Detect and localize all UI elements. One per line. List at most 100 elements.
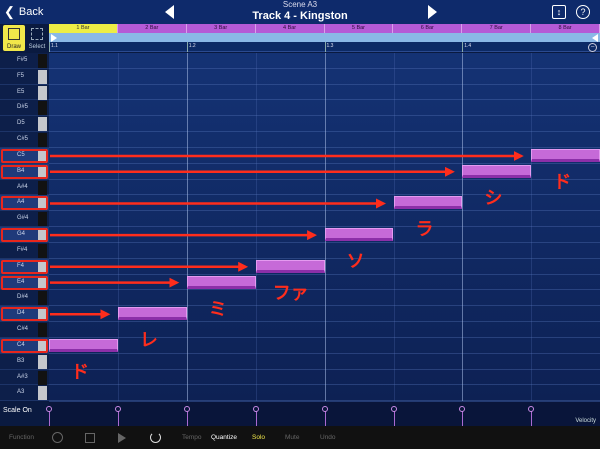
key-row[interactable]: F#4 bbox=[0, 243, 49, 259]
key-row[interactable]: E5 bbox=[0, 85, 49, 101]
velocity-handle[interactable] bbox=[459, 406, 466, 412]
bar-ruler-cell[interactable]: 2 Bar bbox=[117, 24, 187, 33]
velocity-bar[interactable] bbox=[255, 409, 257, 427]
key-row[interactable]: A3 bbox=[0, 385, 49, 402]
velocity-handle[interactable] bbox=[390, 406, 397, 412]
key-row[interactable]: E4 bbox=[0, 274, 49, 291]
black-key[interactable] bbox=[38, 291, 47, 306]
white-key[interactable] bbox=[38, 85, 47, 100]
white-key[interactable] bbox=[38, 307, 47, 322]
velocity-handle[interactable] bbox=[321, 406, 328, 412]
solo-button[interactable]: Solo bbox=[252, 434, 266, 441]
function-button[interactable]: Function bbox=[9, 434, 34, 441]
midi-note[interactable] bbox=[531, 148, 600, 162]
white-key[interactable] bbox=[38, 164, 47, 179]
key-row[interactable]: A4 bbox=[0, 195, 49, 212]
key-row[interactable]: D#5 bbox=[0, 100, 49, 117]
key-row[interactable]: C#4 bbox=[0, 322, 49, 338]
key-row[interactable]: D#4 bbox=[0, 290, 49, 307]
back-button[interactable]: ❮ Back bbox=[4, 4, 43, 20]
midi-note[interactable] bbox=[117, 307, 187, 321]
key-row[interactable]: F4 bbox=[0, 258, 49, 275]
white-key[interactable] bbox=[38, 148, 47, 163]
black-key[interactable] bbox=[38, 101, 47, 116]
black-key[interactable] bbox=[38, 212, 47, 227]
velocity-lane[interactable]: Velocity bbox=[46, 401, 600, 427]
key-row[interactable]: G#4 bbox=[0, 211, 49, 228]
quantize-button[interactable]: Quantize bbox=[211, 434, 238, 441]
midi-note[interactable] bbox=[393, 196, 463, 210]
bar-ruler-cell[interactable]: 7 Bar bbox=[462, 24, 532, 33]
black-key[interactable] bbox=[38, 54, 47, 68]
beat-ruler[interactable]: 1.1 1.2 1.3 1.4 bbox=[49, 42, 600, 52]
white-key[interactable] bbox=[38, 386, 47, 401]
white-key[interactable] bbox=[38, 354, 47, 369]
note-grid[interactable] bbox=[49, 53, 600, 402]
key-row[interactable]: B3 bbox=[0, 354, 49, 370]
velocity-bar[interactable] bbox=[531, 409, 533, 427]
loop-start-handle-icon[interactable] bbox=[51, 34, 57, 42]
bar-ruler-cell[interactable]: 5 Bar bbox=[324, 24, 394, 33]
black-key[interactable] bbox=[38, 133, 47, 148]
help-icon[interactable]: ? bbox=[576, 5, 590, 19]
key-row[interactable]: A#4 bbox=[0, 180, 49, 196]
velocity-handle[interactable] bbox=[114, 406, 121, 412]
black-key[interactable] bbox=[38, 243, 47, 258]
stop-square-icon[interactable] bbox=[85, 433, 95, 443]
white-key[interactable] bbox=[38, 228, 47, 243]
black-key[interactable] bbox=[38, 323, 47, 338]
piano-keyboard[interactable]: F#5 F5 E5 D#5 D5 C#5 C5 B4 A#4 A4 G#4 G4 F#4 F4 E4 D#4 D… bbox=[0, 53, 49, 402]
bar-ruler-cell[interactable]: 8 Bar bbox=[531, 24, 600, 33]
velocity-bar[interactable] bbox=[324, 409, 326, 427]
key-row[interactable]: A#3 bbox=[0, 370, 49, 386]
midi-note[interactable] bbox=[255, 259, 325, 273]
white-key[interactable] bbox=[38, 338, 47, 353]
velocity-bar[interactable] bbox=[49, 409, 50, 427]
bar-ruler[interactable]: 1 Bar 2 Bar 3 Bar 4 Bar 5 Bar 6 Bar 7 Bar 8 Bar bbox=[49, 24, 600, 33]
midi-note[interactable] bbox=[186, 275, 256, 289]
midi-note[interactable] bbox=[462, 164, 532, 178]
next-track-icon[interactable] bbox=[428, 5, 437, 19]
key-row[interactable]: F#5 bbox=[0, 53, 49, 69]
velocity-handle[interactable] bbox=[528, 406, 535, 412]
key-row[interactable]: G4 bbox=[0, 227, 49, 243]
key-row[interactable]: B4 bbox=[0, 163, 49, 180]
prev-track-icon[interactable] bbox=[165, 5, 174, 19]
velocity-handle[interactable] bbox=[183, 406, 190, 412]
velocity-handle[interactable] bbox=[252, 406, 259, 412]
white-key[interactable] bbox=[38, 275, 47, 290]
zoom-icon[interactable]: − bbox=[588, 43, 597, 52]
key-row[interactable]: D5 bbox=[0, 116, 49, 133]
scale-on-label[interactable]: Scale On bbox=[3, 407, 32, 414]
bar-ruler-cell[interactable]: 6 Bar bbox=[393, 24, 463, 33]
key-row[interactable]: C4 bbox=[0, 337, 49, 354]
bar-ruler-cell[interactable]: 4 Bar bbox=[255, 24, 325, 33]
velocity-bar[interactable] bbox=[117, 409, 119, 427]
bar-ruler-cell[interactable]: 1 Bar bbox=[49, 24, 118, 33]
tempo-button[interactable]: Tempo bbox=[182, 434, 202, 441]
key-row[interactable]: C#5 bbox=[0, 132, 49, 148]
velocity-bar[interactable] bbox=[393, 409, 395, 427]
loop-end-handle-icon[interactable] bbox=[592, 34, 598, 42]
expand-icon[interactable]: ↕ bbox=[552, 5, 566, 19]
velocity-bar[interactable] bbox=[186, 409, 188, 427]
white-key[interactable] bbox=[38, 259, 47, 274]
draw-tool-button[interactable]: Draw bbox=[3, 25, 25, 51]
record-circle-icon[interactable] bbox=[52, 432, 63, 443]
undo-button[interactable]: Undo bbox=[320, 434, 336, 441]
midi-note[interactable] bbox=[49, 338, 118, 352]
key-row[interactable]: D4 bbox=[0, 306, 49, 323]
black-key[interactable] bbox=[38, 180, 47, 195]
loop-range-strip[interactable] bbox=[49, 33, 600, 42]
play-icon[interactable] bbox=[118, 433, 126, 443]
midi-note[interactable] bbox=[324, 228, 394, 242]
black-key[interactable] bbox=[38, 370, 47, 385]
bar-ruler-cell[interactable]: 3 Bar bbox=[186, 24, 256, 33]
velocity-bar[interactable] bbox=[462, 409, 464, 427]
white-key[interactable] bbox=[38, 69, 47, 84]
select-tool-button[interactable]: Select bbox=[27, 25, 47, 51]
mute-button[interactable]: Mute bbox=[285, 434, 300, 441]
white-key[interactable] bbox=[38, 117, 47, 132]
velocity-handle[interactable] bbox=[46, 406, 52, 412]
white-key[interactable] bbox=[38, 196, 47, 211]
